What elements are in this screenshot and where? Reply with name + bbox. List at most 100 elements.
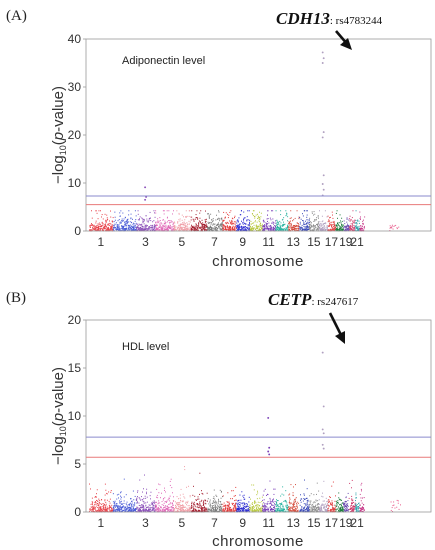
panel-a-y-axis-title-part-1: −log [50,155,67,184]
panel-a-y-axis-title: −log10(p-value) [50,86,68,184]
chromosome-18-points [335,210,344,232]
panel-b-y-axis-title-part-1: −log [50,436,67,465]
x-tick-label: 5 [178,235,185,249]
x-tick-label: 13 [287,235,301,249]
chromosome-7-points [207,489,223,513]
chromosome-18-points [335,492,344,513]
panel-b-y-axis-title-subscript: 10 [58,426,68,436]
chromosome-16-points [318,480,329,513]
tail-region-points [390,499,401,513]
chromosome-22-points [359,482,365,513]
chromosome-12-points [275,210,289,232]
chromosome-11-points [262,210,276,232]
chromosome-22-points [359,211,366,232]
x-tick-label: 9 [239,516,246,530]
peak-point [321,51,324,54]
peak-point [267,450,270,453]
x-tick-label: 9 [239,235,246,249]
x-tick-label: 3 [142,235,149,249]
peak-point [144,186,147,189]
panel-b-label: (B) [6,290,26,306]
chromosome-14-points [298,210,310,232]
chromosome-8-points [222,486,237,513]
chromosome-13-points [288,210,300,232]
x-tick-label: 17 [325,235,339,249]
chromosome-1-points [89,210,114,232]
x-tick-label: 11 [262,516,275,530]
y-tick-label: 40 [68,32,82,46]
chromosome-2-points [112,478,137,513]
panel-a-threshold-lines [86,195,431,206]
panel-b-points [89,351,401,513]
panel-b-y-axis-title-part-5: -value) [50,367,67,413]
panel-b-title: HDL level [122,341,169,353]
panel-b-annotation: CETP: rs247617 [268,290,359,309]
peak-point [321,136,324,139]
panel-b-annotation-arrow [328,312,345,344]
chromosome-8-points [222,210,237,232]
peak-chromosome-16 [321,51,325,197]
panel-a-y-axis-title-subscript: 10 [58,145,68,155]
chromosome-17-points [327,481,337,513]
chromosome-4-points [155,210,174,232]
panel-b-y-axis-title-part-3: ( [50,421,67,426]
panel-a-plot-frame [85,38,432,232]
chromosome-4-points [155,478,174,513]
chromosome-17-points [327,211,337,232]
peak-point [322,131,325,134]
chromosome-11-points [262,480,276,513]
panel-a-points [89,51,400,232]
peak-point [268,446,271,449]
y-tick-label: 10 [68,176,82,190]
x-tick-label: 21 [350,516,364,530]
panel-a-y-axis-title-part-3: ( [50,140,67,145]
chromosome-19-points [343,217,350,232]
panel-a-y-axis-title-italic: p [50,132,67,141]
y-tick-label: 0 [74,224,81,238]
peak-point [322,447,325,450]
peak-chromosome-3 [144,186,148,201]
chromosome-6-points [190,472,208,513]
chromosome-15-points [309,482,320,513]
chromosome-1-points [89,483,114,513]
peak-point [322,57,325,60]
x-tick-label: 5 [178,516,185,530]
peak-point [322,174,325,177]
panel-b-y-axis-title-italic: p [50,413,67,422]
chromosome-10-points [249,210,263,232]
panel-a-annotation-arrow [335,30,352,50]
chromosome-10-points [249,484,263,513]
peak-point [267,416,270,419]
x-tick-label: 3 [142,516,149,530]
chromosome-13-points [287,484,299,513]
panel-a-y-ticks: 0 10 20 30 40 [68,32,86,238]
x-tick-label: 11 [262,235,275,249]
chromosome-21-points [354,210,360,232]
panel-b-y-ticks: 0 5 10 15 20 [68,313,86,519]
chromosome-3-points [136,210,156,232]
chromosome-16-points [318,210,329,232]
panel-b-y-axis-title: −log10(p-value) [50,367,68,465]
x-tick-label: 13 [287,516,301,530]
x-tick-label: 7 [211,235,218,249]
x-tick-label: 19 [339,235,353,249]
chromosome-9-points [236,491,251,513]
x-tick-label: 15 [307,516,321,530]
panel-a-label: (A) [6,8,27,24]
peak-chromosome-11 [267,416,271,456]
y-tick-label: 10 [68,409,82,423]
chromosome-7-points [206,210,223,232]
panel-b-annotation-snp: : rs247617 [311,296,358,308]
y-tick-label: 0 [74,505,81,519]
x-tick-label: 1 [98,516,105,530]
y-tick-label: 20 [68,313,82,327]
x-tick-label: 21 [350,235,364,249]
chromosome-12-points [275,486,289,513]
chromosome-14-points [299,479,310,513]
chromosome-5-points [173,210,192,232]
y-tick-label: 5 [74,457,81,471]
panel-b-annotation-gene: CETP [268,290,312,309]
